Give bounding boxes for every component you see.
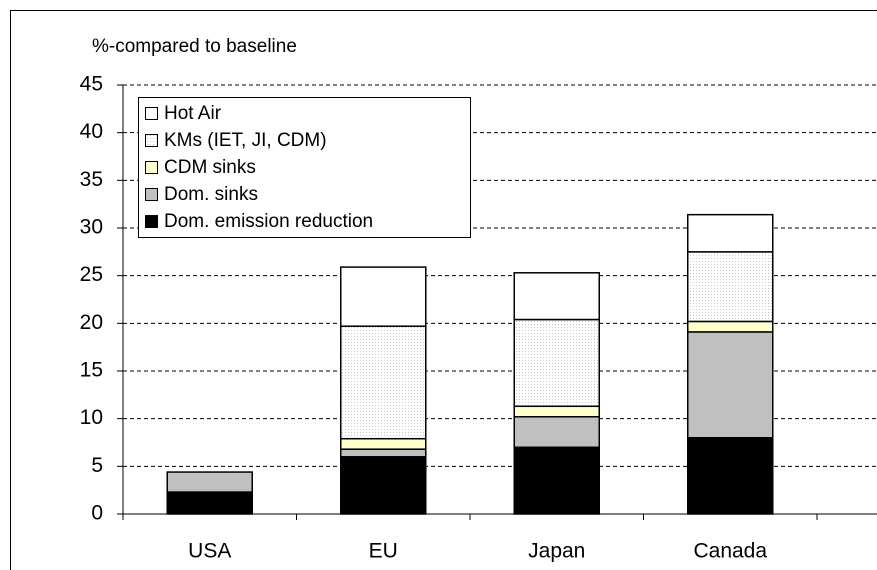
bar-segment [166, 491, 254, 515]
bar-segment [686, 436, 774, 515]
legend-swatch [145, 107, 158, 120]
y-tick-label: 40 [80, 120, 103, 143]
bar-segment [513, 272, 601, 321]
legend-label: KMs (IET, JI, CDM) [164, 130, 327, 151]
bar-segment [339, 448, 427, 458]
legend-swatch [145, 134, 158, 147]
y-tick-label: 45 [80, 73, 103, 96]
y-tick-label: 35 [80, 168, 103, 191]
x-tick-label: Japan [528, 540, 585, 563]
bar-segment [686, 213, 774, 253]
legend-swatch [145, 161, 158, 174]
bar-segment [686, 320, 774, 333]
y-axis-label: %-compared to baseline [92, 36, 297, 57]
x-tick-label: Canada [693, 540, 767, 563]
legend-swatch [145, 215, 158, 228]
legend-label: Dom. emission reduction [164, 211, 373, 232]
x-tick-label: EU [369, 540, 398, 563]
legend-box [138, 97, 471, 238]
bar-segment [513, 416, 601, 449]
legend-label: Hot Air [164, 103, 222, 124]
y-tick-label: 0 [91, 502, 103, 525]
bar-segment [513, 405, 601, 418]
y-tick-label: 5 [91, 454, 103, 477]
y-tick-label: 25 [80, 263, 103, 286]
y-tick-label: 20 [80, 311, 103, 334]
legend-label: Dom. sinks [164, 184, 258, 205]
bar-segment [339, 456, 427, 515]
bar-segment [339, 266, 427, 327]
x-tick-label: USA [188, 540, 231, 563]
bar-segment [339, 437, 427, 450]
bar-segment [513, 318, 601, 408]
bar-segment [686, 331, 774, 439]
legend-swatch [145, 188, 158, 201]
y-tick-label: 30 [80, 216, 103, 239]
bar-segment [513, 446, 601, 515]
bar-segment [339, 325, 427, 440]
bar-segment [686, 251, 774, 323]
legend-label: CDM sinks [164, 157, 256, 178]
bar-segment [166, 471, 254, 493]
y-tick-label: 10 [80, 406, 103, 429]
y-tick-label: 15 [80, 359, 103, 382]
